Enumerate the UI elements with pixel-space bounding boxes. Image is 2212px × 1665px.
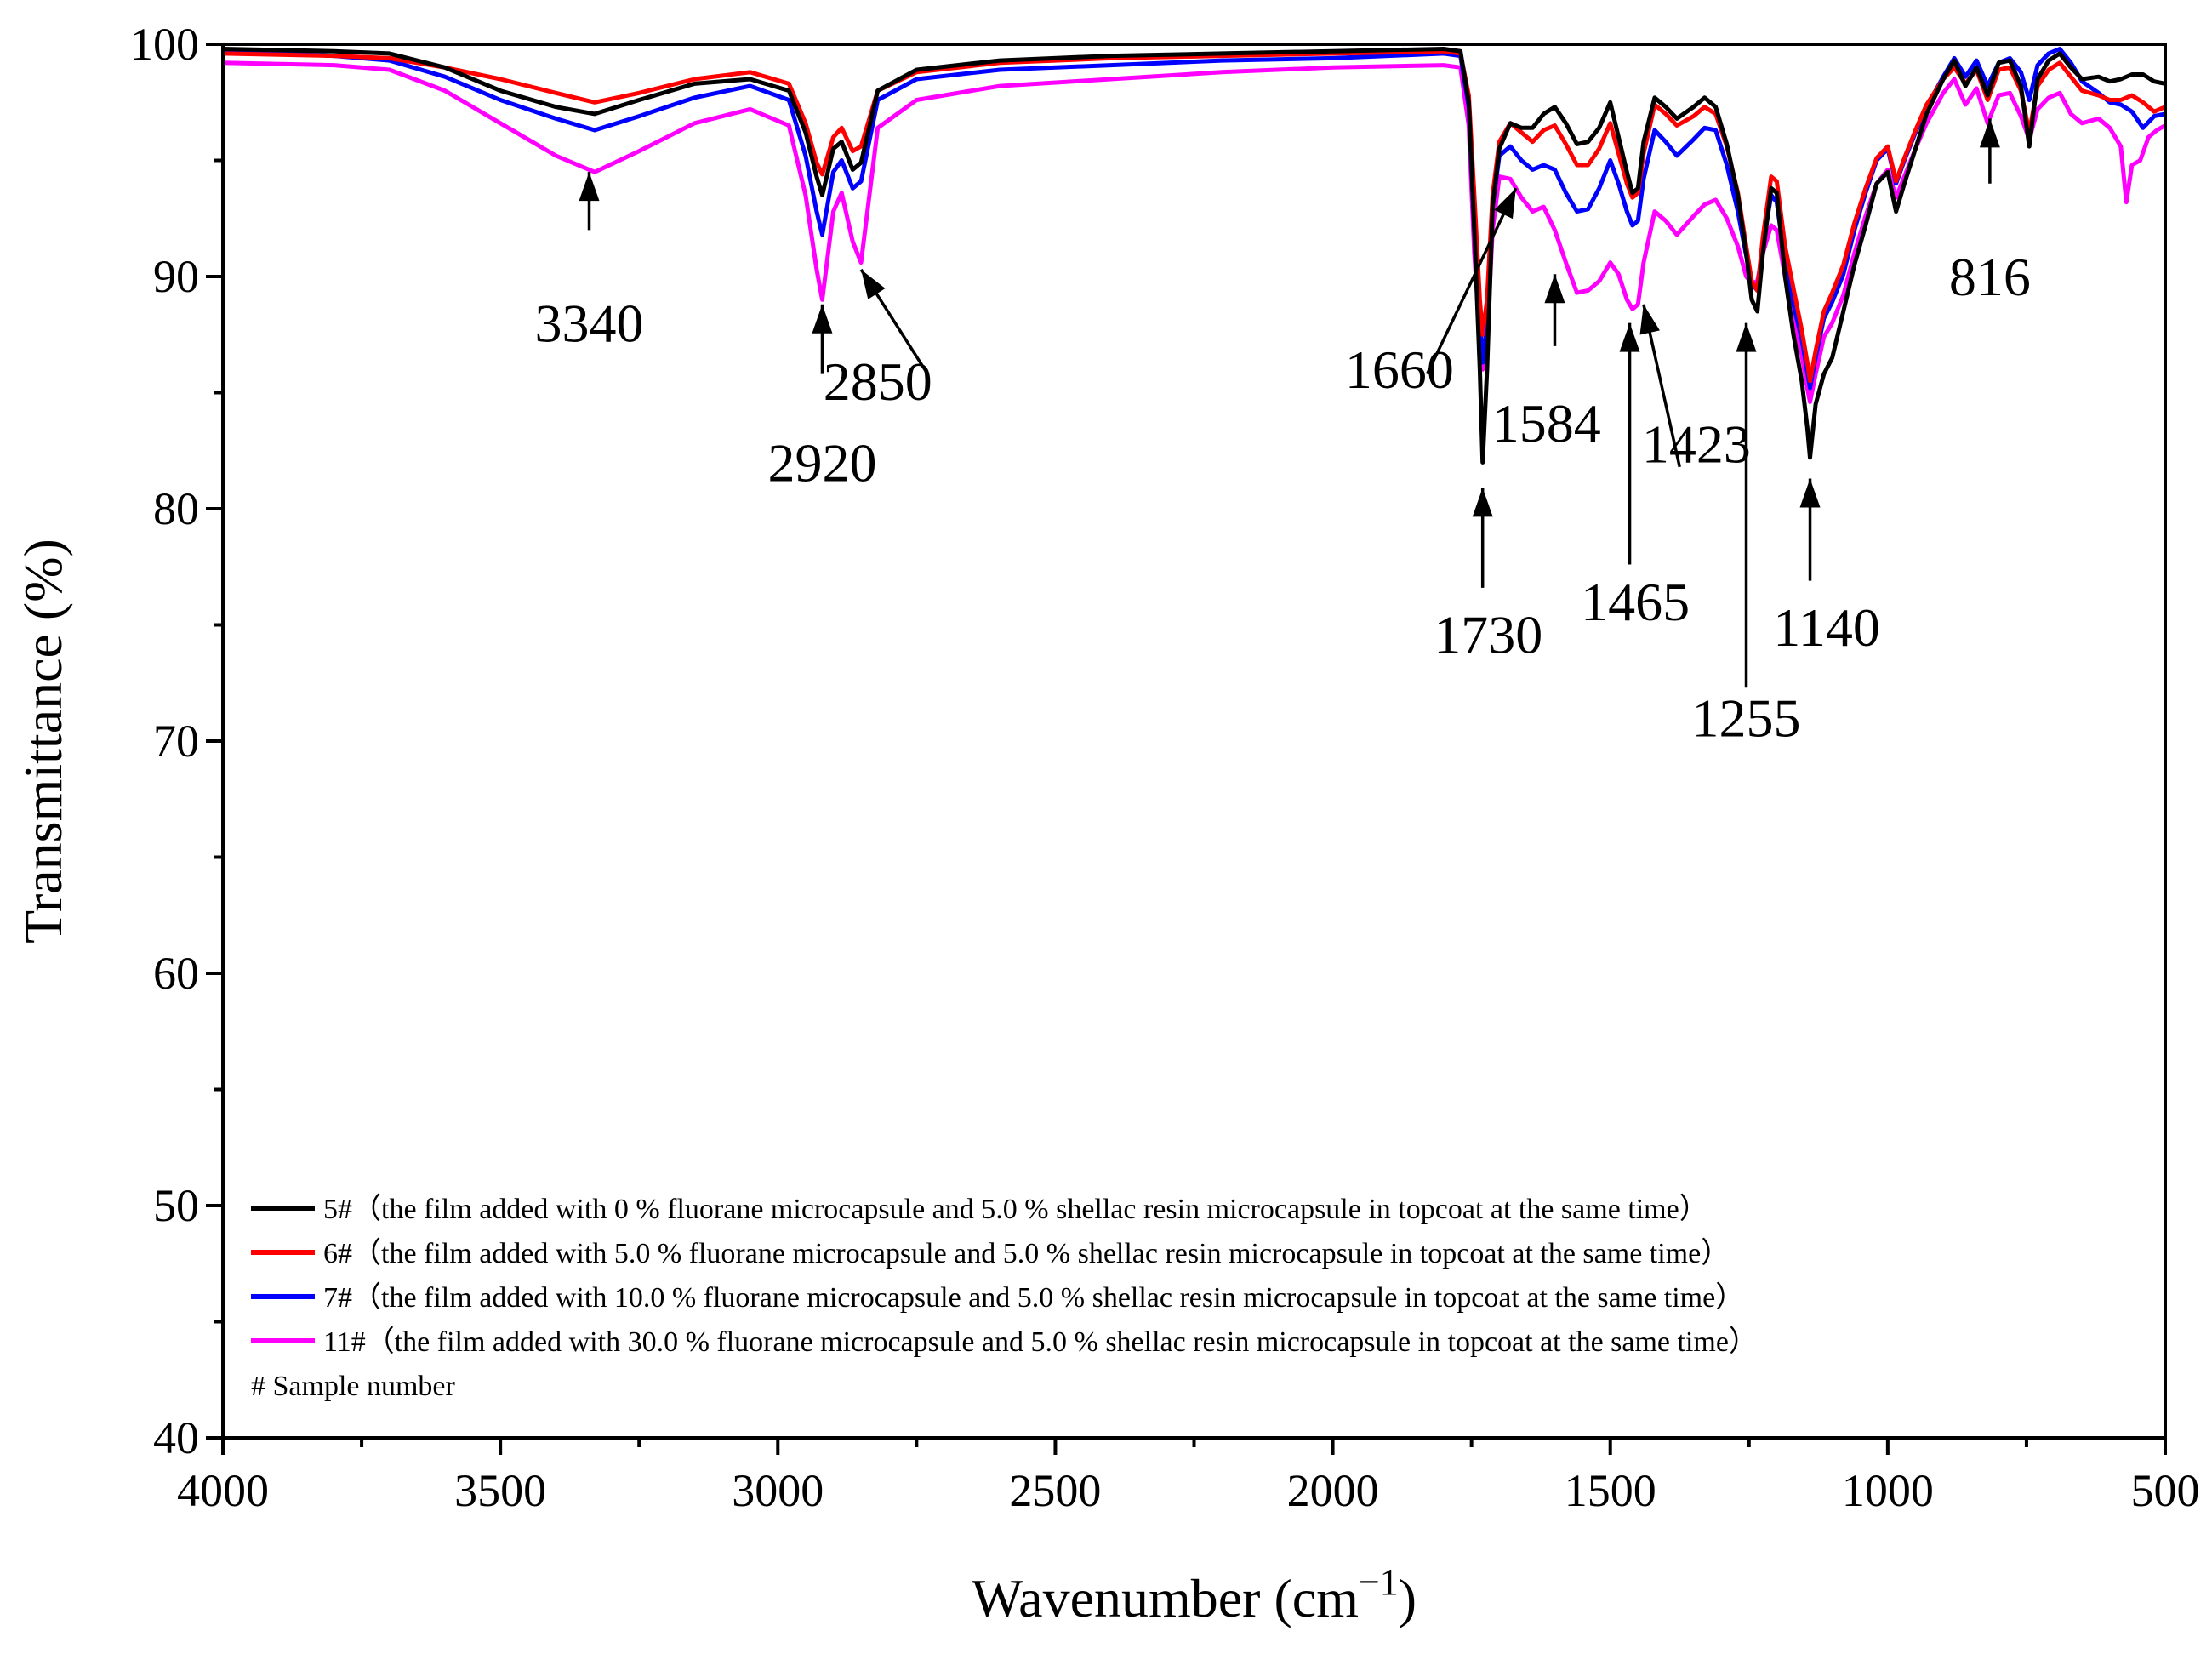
legend-note: # Sample number	[251, 1371, 456, 1402]
y-axis: 40 50 60 70 80 90 100	[130, 19, 223, 1463]
peak-arrow-head-1584	[1544, 274, 1565, 304]
y-tick-label: 80	[153, 483, 199, 534]
peak-arrow-head-2850	[861, 269, 886, 299]
x-axis-title-close: )	[1399, 1568, 1417, 1628]
y-axis-title: Transmittance (%)	[13, 539, 73, 944]
x-tick-label: 1500	[1565, 1465, 1656, 1516]
y-tick-label: 70	[153, 716, 199, 767]
peak-label-2850: 2850	[824, 351, 932, 412]
legend-label-0: 5#（the film added with 0 % fluorane micr…	[323, 1193, 1708, 1225]
peak-arrow-head-816	[1979, 118, 2000, 148]
legend-label-2: 7#（the film added with 10.0 % fluorane m…	[323, 1281, 1744, 1314]
peak-arrow-head-3340	[579, 172, 600, 202]
x-axis-title-main: Wavenumber (cm	[972, 1568, 1359, 1628]
series-line-2	[222, 47, 2166, 391]
x-tick-label: 2500	[1009, 1465, 1101, 1516]
peak-label-1660: 1660	[1345, 339, 1454, 400]
peak-label-1584: 1584	[1492, 393, 1601, 453]
peak-arrow-head-1140	[1799, 478, 1821, 508]
legend-label-3: 11#（the film added with 30.0 % fluorane …	[323, 1326, 1758, 1358]
peak-label-1140: 1140	[1773, 597, 1880, 658]
peak-arrow-head-1423	[1639, 304, 1660, 335]
spectra-curves	[222, 47, 2167, 465]
y-tick-label: 90	[153, 251, 199, 302]
legend-label-1: 6#（the film added with 5.0 % fluorane mi…	[323, 1237, 1730, 1269]
x-axis-title-superscript: −1	[1359, 1561, 1399, 1603]
peak-label-3340: 3340	[535, 294, 644, 354]
peak-label-2920: 2920	[767, 432, 876, 493]
y-tick-label: 100	[130, 19, 199, 70]
peak-arrow-head-1465	[1619, 322, 1640, 352]
y-tick-label: 50	[153, 1180, 199, 1231]
peak-arrow-head-1255	[1736, 322, 1757, 352]
peak-label-1255: 1255	[1692, 688, 1801, 749]
peak-arrow-head-1660	[1494, 188, 1516, 220]
legend: 5#（the film added with 0 % fluorane micr…	[251, 1193, 1758, 1402]
x-tick-label: 1000	[1842, 1465, 1934, 1516]
plot-frame	[221, 43, 2167, 1440]
peak-arrow-head-2920	[812, 304, 833, 334]
x-tick-label: 2000	[1287, 1465, 1379, 1516]
series-line-3	[222, 60, 2167, 404]
x-axis-title: Wavenumber (cm−1)	[972, 1561, 1417, 1628]
peak-label-1730: 1730	[1434, 604, 1542, 664]
x-tick-label: 4000	[177, 1465, 269, 1516]
x-tick-label: 3500	[454, 1465, 546, 1516]
series-line-1	[222, 48, 2166, 384]
peak-label-1423: 1423	[1642, 414, 1751, 475]
series-line-0	[222, 47, 2166, 465]
y-tick-label: 40	[153, 1412, 199, 1463]
x-axis: 4000 3500 3000 2500 2000 1500 1000 500	[177, 1438, 2200, 1516]
peak-label-1465: 1465	[1581, 572, 1690, 632]
peak-arrow-1660	[1425, 187, 1518, 375]
x-tick-label: 3000	[732, 1465, 824, 1516]
peak-arrow-head-1730	[1472, 488, 1493, 517]
peak-label-816: 816	[1949, 247, 2031, 307]
x-tick-label: 500	[2131, 1465, 2200, 1516]
y-tick-label: 60	[153, 948, 199, 999]
